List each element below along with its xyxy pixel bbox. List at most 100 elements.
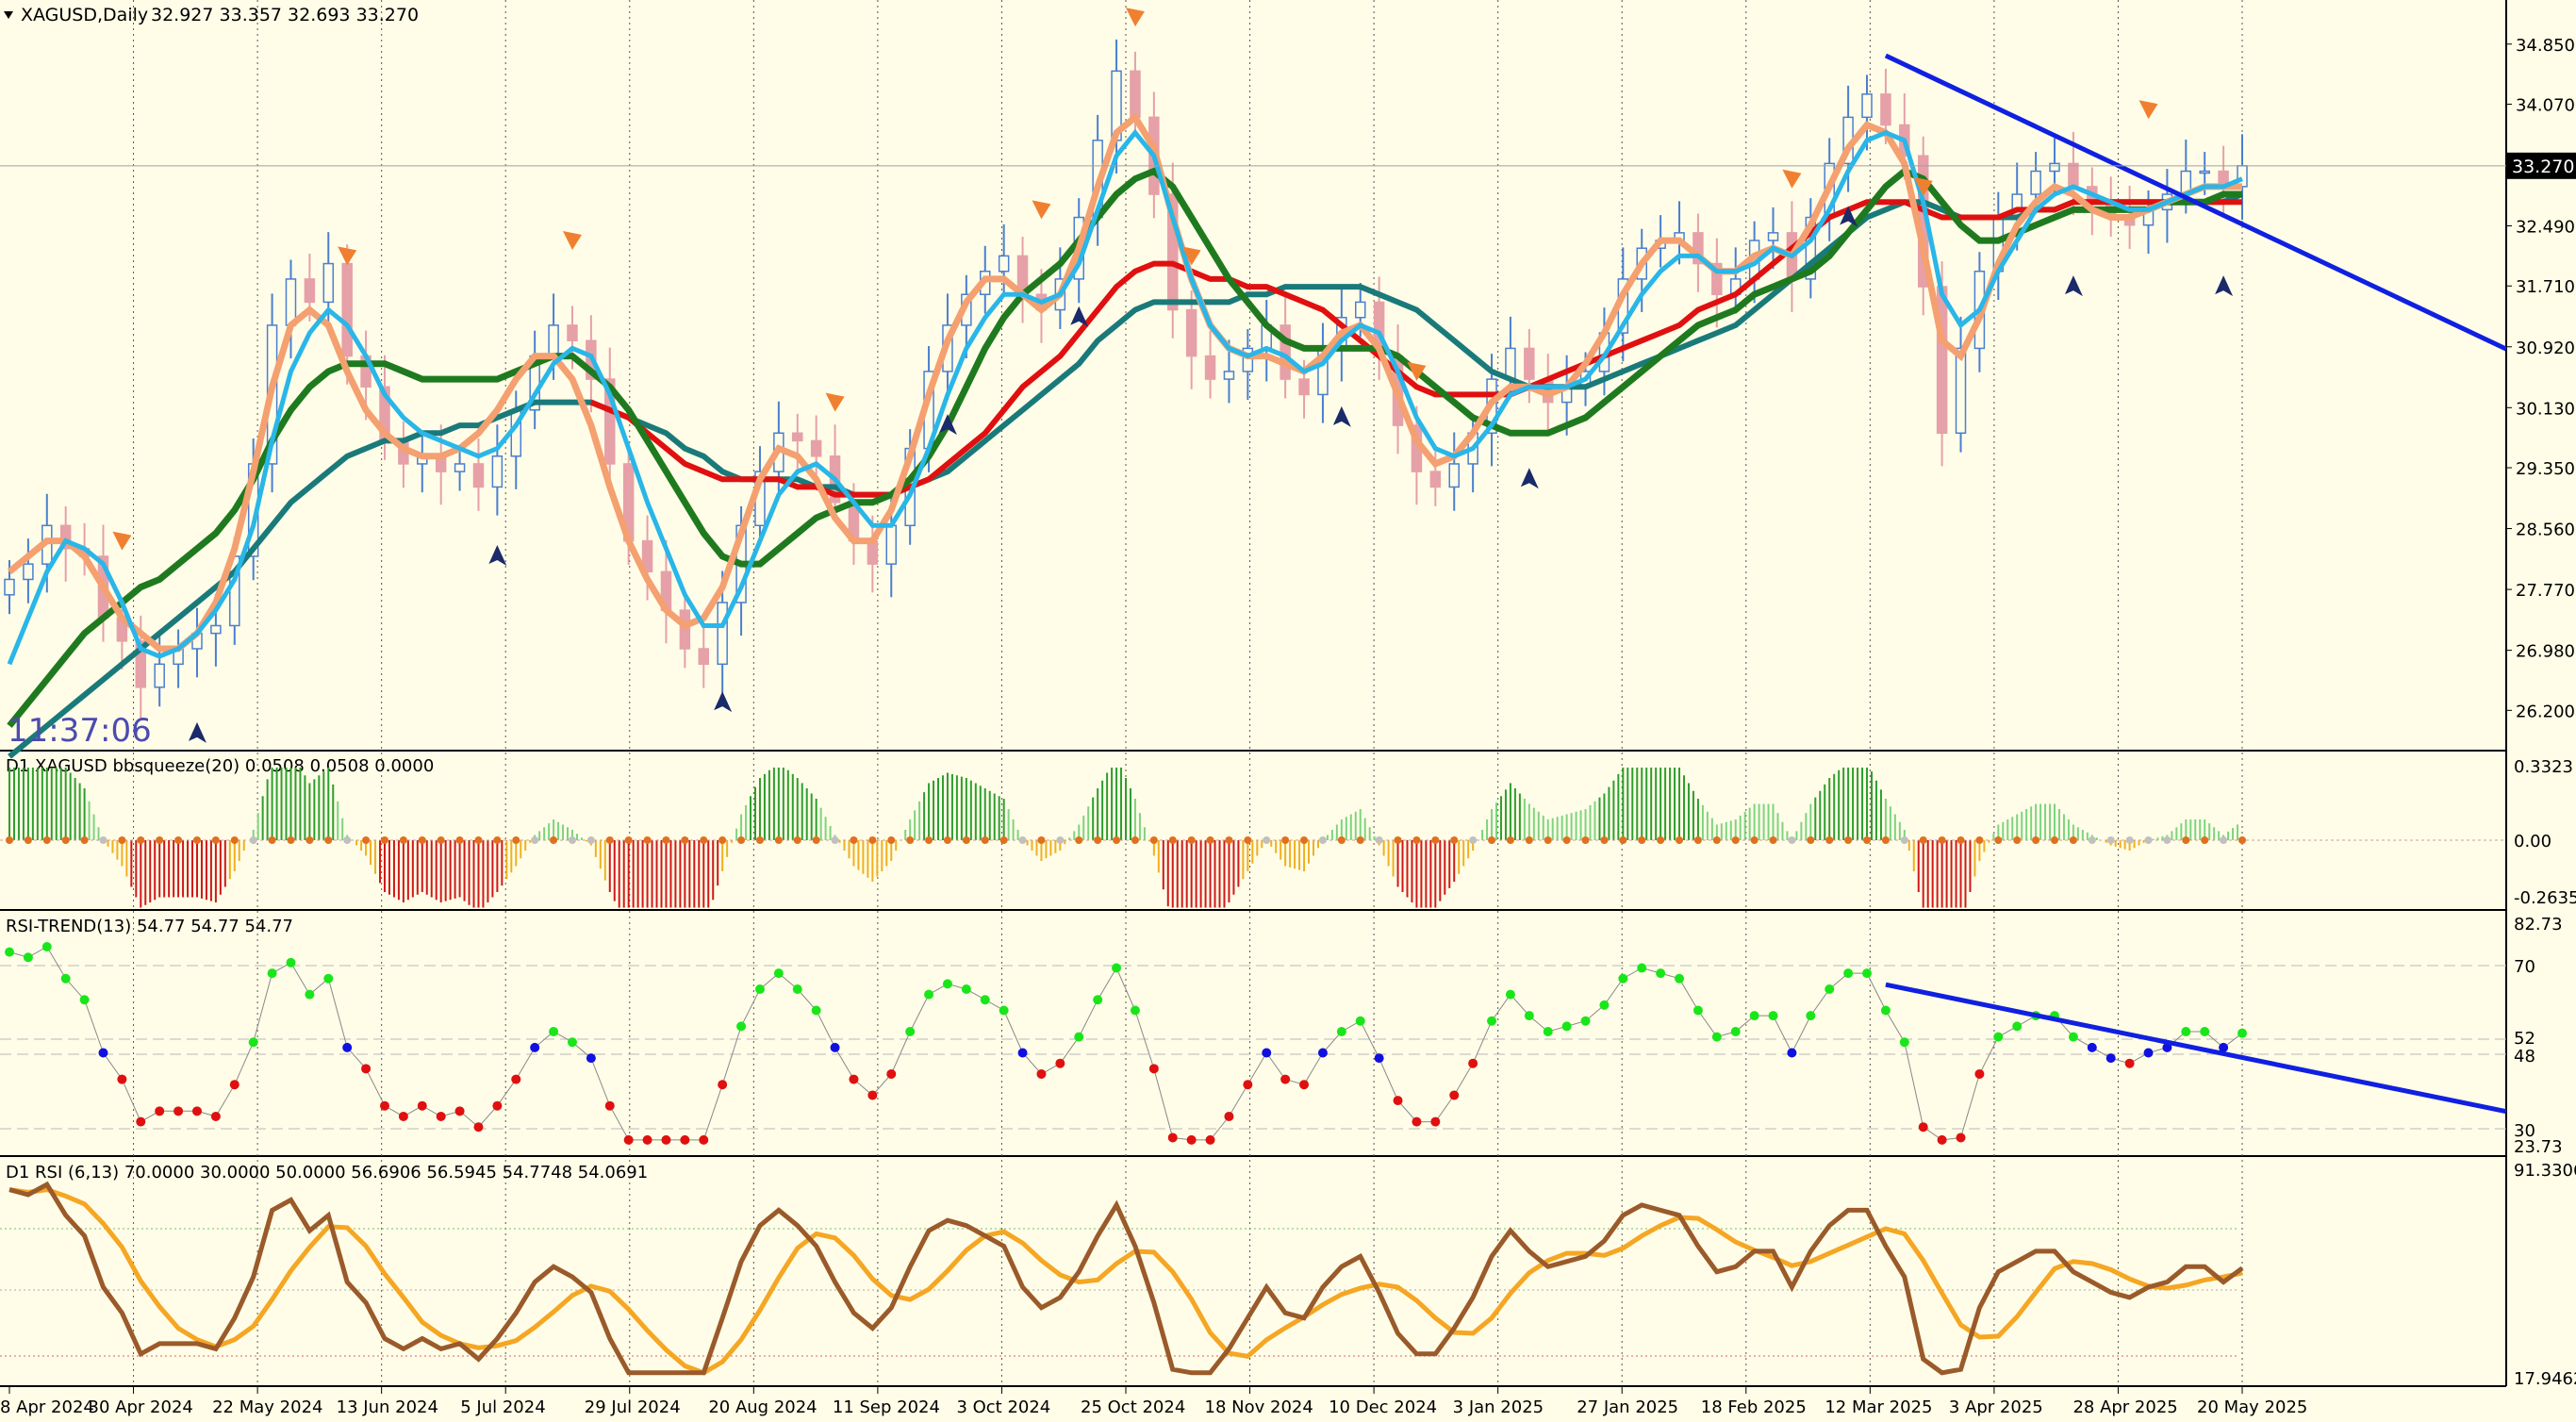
bbsqueeze-dot [2088,836,2096,844]
bbsqueeze-dot [1375,836,1383,844]
candle-body [4,578,15,596]
rsi-trend-dot [1825,984,1835,994]
rsi-trend-dot [1505,989,1515,1000]
candle-body [1861,93,1873,119]
bbsqueeze-dot [906,836,915,844]
bbsqueeze-dot [1863,836,1872,844]
rsi-trend-dot [1130,1005,1140,1016]
bbsqueeze-dot [1581,836,1590,844]
rsi-trend-dot [2162,1042,2172,1052]
sell-arrow-icon [1032,200,1051,220]
time-tick-label: 25 Oct 2024 [1081,1397,1185,1417]
rsi-trend-dot [1693,1005,1703,1016]
candle-body [1805,216,1817,280]
ohlc-values: 32.927 33.357 32.693 33.270 [151,5,419,25]
bbsqueeze-dot [2051,836,2059,844]
rsi-trend-dot [492,1100,503,1111]
bbsqueeze-dot [1938,836,1946,844]
bbsqueeze-dot [2201,836,2209,844]
sell-arrow-icon [562,231,582,251]
bbsqueeze-tick-mid: 0.00 [2514,832,2551,852]
bbsqueeze-dot [2106,836,2115,844]
ma-orange-line [7,112,2242,653]
rsi-trend-dot [1675,973,1685,984]
bbsqueeze-dot [831,836,839,844]
rsi-trend-dot [1956,1133,1966,1143]
bbsqueeze-dot [850,836,858,844]
rsi-trend-dot [1749,1011,1759,1021]
rsi-trend-dot [210,1111,221,1121]
rsi-trend-dot [980,995,990,1005]
rsi-trend-dot [1656,968,1666,979]
rsi-trend-dot [1393,1096,1403,1106]
rsi-trend-dot [604,1100,615,1111]
candle-body [1880,93,1891,126]
rsi-trend-dot [1543,1026,1553,1036]
sell-arrow-icon [2138,100,2158,120]
rsi-trend-tick-5: 30 [2514,1121,2535,1141]
sell-arrow-icon [112,531,132,551]
trendline-rsi [1885,982,2507,1115]
rsi-trend-dot [117,1074,127,1084]
bbsqueeze-dot [1544,836,1552,844]
bbsqueeze-dot [1488,836,1496,844]
bbsqueeze-dot [624,836,633,844]
rsi-trend-dot [2143,1048,2154,1058]
rsi-trend-dot [2124,1058,2135,1068]
bbsqueeze-dot [1131,836,1139,844]
bbsqueeze-dot [962,836,970,844]
price-tag [2506,152,2576,179]
rsi-trend-dot [830,1042,840,1052]
rsi-trend-dot [1036,1068,1047,1079]
bbsqueeze-dot [437,836,445,844]
candle-body [717,602,728,666]
candle-body [2049,162,2060,173]
candle-body [548,324,559,357]
rsi-trend-dot [1280,1074,1291,1084]
rsi-trend-dot [5,947,14,957]
bbsqueeze-dot [474,836,483,844]
rsi-trend-dot [792,984,802,994]
bbsqueeze-dot [1769,836,1777,844]
price-tick-label: 26.200 [2516,702,2575,721]
price-tick-label: 29.350 [2516,459,2575,479]
bbsqueeze-dot [1676,836,1684,844]
bbsqueeze-dot [1994,836,2003,844]
rsi-line [8,1181,2244,1376]
bbsqueeze-dot [1919,836,1927,844]
bbsqueeze-dot [493,836,502,844]
menu-triangle-icon[interactable] [4,11,13,19]
rsi-trend-dot [1430,1116,1441,1127]
rsi-trend-dot [229,1080,239,1090]
buy-arrow-icon [1332,405,1351,427]
time-tick-label: 27 Jan 2025 [1577,1397,1678,1417]
price-tick-label: 30.130 [2516,399,2575,419]
rsi-trend-dot [1412,1116,1422,1127]
bbsqueeze-dot [812,836,820,844]
rsi-trend-dot [1112,963,1122,973]
rsi-trend-dot [417,1100,427,1111]
candle-body [322,262,335,304]
rsi-trend-dot [1074,1032,1084,1042]
buy-arrow-icon [714,691,733,713]
candle-body [810,439,822,457]
bbsqueeze-dot [24,836,32,844]
rsi-trend-dot [511,1074,521,1084]
buy-arrow-icon [2064,275,2083,297]
rsi-trend-dot [1993,1032,2004,1042]
rsi-trend-dot [1336,1026,1346,1036]
rsi-trend-tick-2: 70 [2514,957,2535,977]
bbsqueeze-dot [192,836,201,844]
candle-body [567,324,578,341]
rsi-trend-dot [754,984,765,994]
bbsqueeze-dot [887,836,896,844]
bbsqueeze-title: D1 XAGUSD bbsqueeze(20) 0.0508 0.0508 0.… [6,756,434,776]
price-tick-label: 31.710 [2516,277,2575,297]
time-tick-label: 3 Jan 2025 [1453,1397,1544,1417]
bbsqueeze-dot [418,836,426,844]
rsi-trend-dot [191,1106,202,1116]
rsi-trend-dot [23,952,33,963]
candle-body [135,640,147,688]
